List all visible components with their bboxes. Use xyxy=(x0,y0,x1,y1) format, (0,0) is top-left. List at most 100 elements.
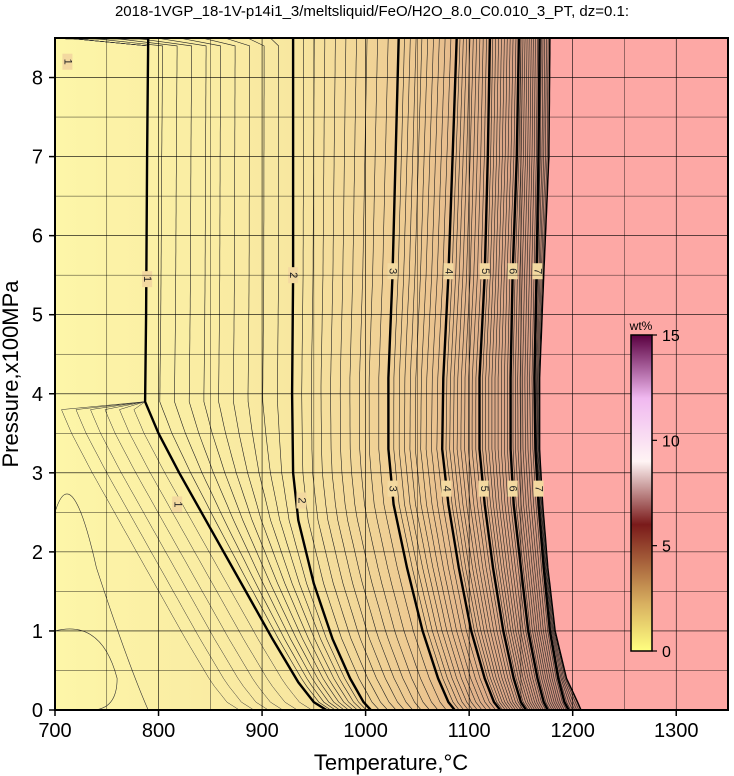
contour-label: 5 xyxy=(479,268,491,274)
minor-contour-line xyxy=(88,38,331,710)
minor-contour-line xyxy=(201,38,354,710)
minor-contour-line xyxy=(404,38,469,710)
minor-contour-line xyxy=(425,38,487,710)
minor-contour-line xyxy=(55,628,118,710)
minor-contour-line xyxy=(514,38,553,710)
colorbar-tick-label: 0 xyxy=(662,644,671,661)
colorbar-tick-label: 10 xyxy=(662,433,680,450)
minor-contour-line xyxy=(445,38,504,710)
x-tick-label: 1100 xyxy=(448,720,491,742)
colorbar: wt% 0 5 10 15 xyxy=(629,319,680,661)
minor-contour-line xyxy=(378,38,447,710)
minor-contour-line xyxy=(301,38,380,710)
minor-contour-line xyxy=(436,38,496,710)
minor-contour-line xyxy=(414,38,478,710)
contour-label-bg xyxy=(142,271,153,288)
minor-contour-line xyxy=(320,38,397,710)
minor-contour-line xyxy=(453,38,509,710)
contour-label: 6 xyxy=(507,268,519,274)
contour-label-bg xyxy=(479,263,490,280)
minor-contour-line xyxy=(55,493,149,710)
grid-lines xyxy=(55,38,728,710)
minor-contour-line xyxy=(535,38,573,710)
minor-contour-line xyxy=(526,38,563,710)
minor-contour-line xyxy=(467,38,519,710)
minor-contour-line xyxy=(485,38,531,710)
x-axis-label: Temperature,°C xyxy=(314,750,468,775)
contour-label-bg xyxy=(387,480,398,497)
contour-label-bg xyxy=(532,263,543,280)
contour-label: 7 xyxy=(532,268,544,274)
minor-contour-line xyxy=(501,38,542,710)
minor-contour-line xyxy=(536,38,576,710)
contour-label-bg xyxy=(441,480,452,497)
minor-contour-line xyxy=(330,38,405,710)
minor-contour-line xyxy=(247,38,363,710)
minor-contour-line xyxy=(471,38,522,710)
minor-contour-line xyxy=(488,38,533,710)
contour-label: 1 xyxy=(171,501,183,507)
contour-label: 1 xyxy=(141,276,153,282)
minor-contour-line xyxy=(529,38,565,710)
x-tick-label: 1200 xyxy=(550,720,595,742)
minor-contour-line xyxy=(538,38,580,710)
y-tick-label: 5 xyxy=(32,305,43,327)
contour-label-bg xyxy=(296,492,307,509)
y-tick-label: 8 xyxy=(32,68,43,90)
contour-label-bg xyxy=(478,480,489,497)
chart-title: 2018-1VGP_18-1V-p14i1_3/meltsliquid/FeO/… xyxy=(115,3,629,20)
contour-label-bg xyxy=(172,496,183,513)
minor-contour-line xyxy=(393,38,460,710)
contour-label: 4 xyxy=(440,486,452,492)
minor-contour-line xyxy=(537,38,578,710)
colorbar-scale xyxy=(630,334,653,652)
y-tick-label: 0 xyxy=(32,700,43,722)
minor-contour-line xyxy=(507,38,546,710)
contour-label-bg xyxy=(507,263,518,280)
minor-contour-line xyxy=(179,38,349,710)
minor-contour-line xyxy=(494,38,538,710)
y-tick-label: 2 xyxy=(32,542,43,564)
minor-contour-line xyxy=(491,38,536,710)
minor-contour-line xyxy=(504,38,544,710)
minor-contour-line xyxy=(456,38,511,710)
x-tick-label: 1000 xyxy=(343,720,388,742)
minor-contour-line xyxy=(524,38,561,710)
contour-label-bg xyxy=(62,53,73,70)
plot-frame xyxy=(54,37,729,711)
y-tick-label: 7 xyxy=(32,147,43,169)
minor-contour-line xyxy=(482,38,529,710)
y-tick-label: 6 xyxy=(32,226,43,248)
minor-contour-line xyxy=(519,38,557,710)
minor-contour-line xyxy=(270,38,367,710)
minor-contour-line xyxy=(156,38,345,710)
contour-label: 2 xyxy=(296,497,308,503)
minor-contour-line xyxy=(464,38,516,710)
x-tick-label: 1300 xyxy=(654,720,699,742)
contour-label: 4 xyxy=(443,268,455,274)
minor-contour-line xyxy=(398,38,465,710)
y-axis-label: Pressure,x100MPa xyxy=(0,280,23,468)
x-tick-label: 700 xyxy=(38,720,71,742)
y-tick-label: 3 xyxy=(32,463,43,485)
minor-contour-line xyxy=(475,38,524,710)
minor-contour-line xyxy=(449,38,506,710)
colorbar-tick-label: 15 xyxy=(662,328,680,345)
contour-label-bg xyxy=(533,480,544,497)
minor-contour-line xyxy=(359,38,430,710)
minor-contour-line xyxy=(409,38,474,710)
minor-contour-line xyxy=(133,38,340,710)
colorbar-tick-label: 5 xyxy=(662,539,671,556)
minor-contour-line xyxy=(517,38,555,710)
minor-contour-line xyxy=(349,38,422,710)
contour-label: 5 xyxy=(478,486,490,492)
x-tick-label: 800 xyxy=(142,720,175,742)
y-axis-ticks: 0 1 2 3 4 5 6 7 8 xyxy=(32,68,55,722)
colorbar-ticks: 0 5 10 15 xyxy=(652,328,680,661)
minor-contour-line xyxy=(431,38,492,710)
minor-contour-line xyxy=(420,38,483,710)
contour-label-bg xyxy=(507,480,518,497)
x-axis-ticks: 700 800 900 1000 1100 1200 1300 xyxy=(38,710,698,742)
minor-contour-line xyxy=(224,38,358,710)
